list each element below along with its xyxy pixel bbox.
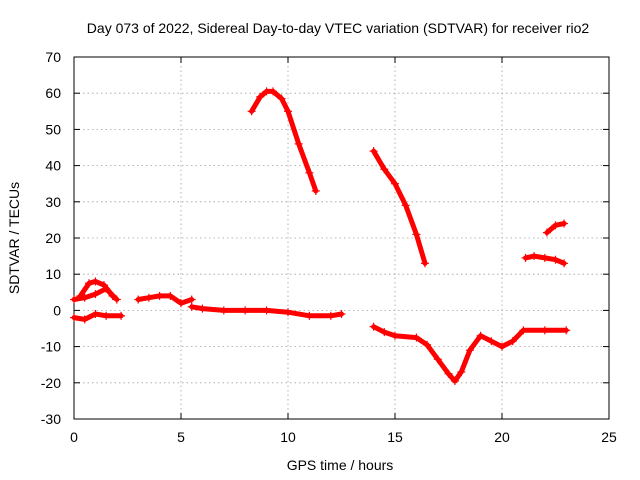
data-point	[551, 221, 560, 230]
x-tick-label: 10	[280, 429, 296, 445]
data-point	[269, 87, 278, 96]
data-point	[380, 165, 389, 174]
y-tick-label: 60	[45, 85, 61, 101]
y-tick-label: 70	[45, 49, 61, 65]
data-point	[91, 290, 100, 299]
data-point	[540, 326, 549, 335]
x-tick-labels: 0 5 10 15 20 25	[70, 429, 617, 445]
data-point	[420, 259, 429, 268]
data-point	[551, 255, 560, 264]
y-tick-labels: -30 -20 -10 0 10 20 30 40 50 60 70	[41, 49, 61, 427]
data-point	[76, 291, 85, 300]
data-point	[391, 179, 399, 188]
x-tick-label: 25	[601, 429, 617, 445]
data-point	[423, 340, 432, 349]
data-point	[560, 219, 569, 228]
data-point	[487, 337, 496, 346]
data-point	[412, 230, 421, 239]
data-point	[294, 139, 303, 148]
data-point	[112, 295, 121, 304]
data-point	[433, 355, 442, 364]
data-point	[369, 147, 378, 156]
data-point	[187, 302, 196, 311]
data-point	[102, 311, 111, 320]
data-point	[155, 291, 164, 300]
data-point	[530, 252, 539, 261]
y-axis-label: SDTVAR / TECUs	[6, 182, 22, 294]
x-tick-label: 15	[387, 429, 403, 445]
data-point	[91, 277, 100, 286]
data-point	[241, 306, 250, 315]
data-point	[70, 313, 78, 322]
series-arc-3	[71, 311, 124, 322]
data-point	[187, 295, 196, 304]
chart-title: Day 073 of 2022, Sidereal Day-to-day VTE…	[87, 20, 590, 36]
data-point	[542, 228, 551, 237]
y-tick-label: 50	[45, 121, 61, 137]
data-point	[284, 107, 292, 116]
data-point	[521, 253, 530, 262]
data-point	[380, 328, 389, 337]
data-point	[305, 311, 314, 320]
x-axis-label: GPS time / hours	[287, 457, 394, 473]
data-point	[117, 311, 126, 320]
data-point	[70, 295, 78, 304]
x-tick-label: 5	[177, 429, 185, 445]
data-point	[99, 281, 108, 290]
data-point	[91, 310, 100, 319]
series-arc-6	[249, 88, 319, 194]
data-point	[247, 107, 256, 116]
data-point	[560, 259, 569, 268]
y-tick-label: 0	[53, 302, 61, 318]
grid-lines	[74, 57, 609, 419]
data-point	[166, 291, 175, 300]
data-point	[284, 308, 292, 317]
data-point	[391, 331, 399, 340]
data-point	[508, 337, 517, 346]
data-point	[198, 304, 207, 313]
y-tick-label: 10	[45, 266, 61, 282]
series-arc-7	[371, 148, 428, 266]
x-tick-label: 0	[70, 429, 78, 445]
data-point	[326, 311, 335, 320]
y-tick-label: 20	[45, 230, 61, 246]
data-point	[80, 293, 89, 302]
data-point	[457, 367, 466, 376]
data-point	[401, 201, 410, 210]
y-tick-label: 30	[45, 194, 61, 210]
data-point	[540, 253, 549, 262]
data-point	[84, 279, 93, 288]
data-point	[262, 306, 271, 315]
data-point	[444, 369, 453, 378]
data-point	[177, 299, 185, 308]
data-point	[311, 186, 320, 195]
series-arc-4	[135, 293, 195, 306]
data-point	[562, 326, 571, 335]
data-point	[80, 315, 89, 324]
data-point	[108, 291, 117, 300]
data-point	[337, 310, 346, 319]
data-point	[305, 168, 314, 177]
data-point	[256, 92, 265, 101]
y-tick-label: -20	[41, 375, 61, 391]
y-tick-label: 40	[45, 158, 61, 174]
data-point	[450, 376, 459, 385]
y-tick-label: -10	[41, 339, 61, 355]
data-point	[219, 306, 228, 315]
tick-marks	[73, 56, 610, 420]
data-point	[498, 342, 506, 351]
data-point	[277, 94, 286, 103]
data-point	[476, 331, 485, 340]
data-markers	[70, 87, 571, 385]
x-tick-label: 20	[494, 429, 510, 445]
y-tick-label: -30	[41, 411, 61, 427]
data-point	[369, 322, 378, 331]
data-point	[519, 326, 528, 335]
data-series	[71, 88, 569, 384]
data-point	[144, 293, 153, 302]
data-point	[134, 295, 143, 304]
data-point	[412, 333, 421, 342]
data-point	[465, 346, 474, 355]
